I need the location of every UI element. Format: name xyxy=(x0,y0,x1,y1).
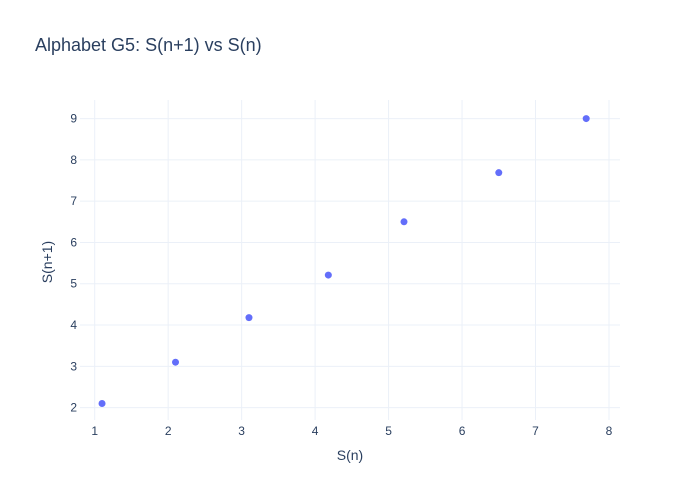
x-tick-label: 2 xyxy=(165,424,172,438)
y-axis-title: S(n+1) xyxy=(39,241,55,283)
x-tick-label: 5 xyxy=(385,424,392,438)
data-point[interactable] xyxy=(582,115,590,123)
x-tick-label: 7 xyxy=(532,424,539,438)
y-tick-label: 3 xyxy=(70,359,77,373)
x-tick-label: 3 xyxy=(238,424,245,438)
y-tick-label: 7 xyxy=(70,194,77,208)
x-tick-label: 1 xyxy=(91,424,98,438)
y-tick-label: 8 xyxy=(70,153,77,167)
x-tick-label: 4 xyxy=(312,424,319,438)
y-tick-label: 5 xyxy=(70,277,77,291)
data-point[interactable] xyxy=(245,314,253,322)
x-tick-labels: 1 2 3 4 5 6 7 8 xyxy=(91,424,612,438)
x-grid xyxy=(94,100,610,420)
y-tick-label: 6 xyxy=(70,235,77,249)
data-point[interactable] xyxy=(495,169,503,177)
x-tick-label: 8 xyxy=(606,424,613,438)
data-point[interactable] xyxy=(98,399,106,407)
y-tick-label: 2 xyxy=(70,401,77,415)
data-point[interactable] xyxy=(324,271,332,279)
data-point[interactable] xyxy=(400,218,408,226)
y-tick-label: 4 xyxy=(70,318,77,332)
y-grid xyxy=(80,118,620,409)
x-tick-label: 6 xyxy=(459,424,466,438)
data-point[interactable] xyxy=(172,358,180,366)
x-axis-title: S(n) xyxy=(337,447,363,463)
data-points xyxy=(98,115,590,407)
y-tick-labels: 2 3 4 5 6 7 8 9 xyxy=(70,112,77,415)
y-tick-label: 9 xyxy=(70,112,77,126)
chart-title: Alphabet G5: S(n+1) vs S(n) xyxy=(35,35,262,55)
